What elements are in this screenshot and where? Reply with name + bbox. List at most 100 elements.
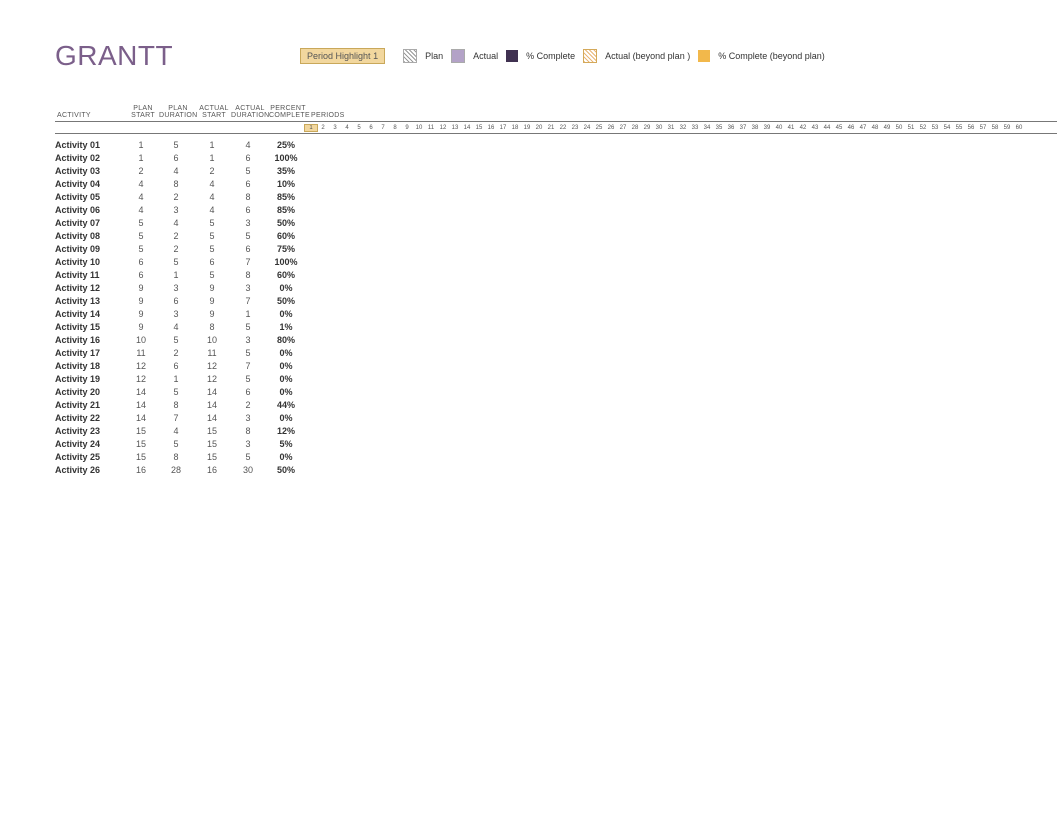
table-row: Activity 06434685% — [55, 203, 1057, 216]
periods-container: 1234567891011121314151617181920212223242… — [305, 125, 1025, 131]
table-row: Activity 2315415812% — [55, 424, 1057, 437]
plan-duration-cell: 2 — [157, 244, 195, 254]
plan-duration-cell: 5 — [157, 257, 195, 267]
period-number: 32 — [677, 125, 689, 131]
plan-duration-cell: 2 — [157, 231, 195, 241]
actual-start-cell: 9 — [195, 283, 229, 293]
plan-start-cell: 15 — [125, 439, 157, 449]
period-number: 30 — [653, 125, 665, 131]
actual-duration-cell: 7 — [229, 361, 267, 371]
period-number: 56 — [965, 125, 977, 131]
actual-start-cell: 9 — [195, 309, 229, 319]
period-number: 16 — [485, 125, 497, 131]
activity-name: Activity 08 — [55, 231, 125, 241]
col-header-actual-duration: ACTUALDURATION — [231, 105, 269, 120]
actual-duration-cell: 5 — [229, 348, 267, 358]
actual-start-cell: 14 — [195, 413, 229, 423]
period-number: 12 — [437, 125, 449, 131]
actual-start-cell: 12 — [195, 361, 229, 371]
plan-duration-cell: 4 — [157, 322, 195, 332]
table-row: Activity 2114814244% — [55, 398, 1057, 411]
actual-start-cell: 4 — [195, 192, 229, 202]
period-number: 47 — [857, 125, 869, 131]
periods-scale: 1234567891011121314151617181920212223242… — [55, 121, 1057, 134]
actual-duration-cell: 3 — [229, 218, 267, 228]
percent-complete-cell: 0% — [267, 361, 305, 371]
plan-start-cell: 9 — [125, 283, 157, 293]
period-number: 11 — [425, 125, 437, 131]
actual-duration-cell: 4 — [229, 140, 267, 150]
plan-start-cell: 4 — [125, 179, 157, 189]
table-row: Activity 241551535% — [55, 437, 1057, 450]
percent-complete-cell: 25% — [267, 140, 305, 150]
activity-name: Activity 10 — [55, 257, 125, 267]
actual-duration-cell: 3 — [229, 283, 267, 293]
table-row: Activity 11615860% — [55, 268, 1057, 281]
actual-start-cell: 15 — [195, 426, 229, 436]
col-header-actual-start: ACTUALSTART — [197, 105, 231, 120]
header: GRANTT Period Highlight 1 Plan Actual % … — [55, 40, 1057, 72]
actual-start-cell: 1 — [195, 153, 229, 163]
activity-name: Activity 11 — [55, 270, 125, 280]
actual-start-cell: 16 — [195, 465, 229, 475]
actual-start-cell: 4 — [195, 179, 229, 189]
plan-start-cell: 15 — [125, 426, 157, 436]
actual-duration-cell: 8 — [229, 426, 267, 436]
plan-duration-cell: 3 — [157, 205, 195, 215]
plan-duration-cell: 4 — [157, 218, 195, 228]
activity-name: Activity 14 — [55, 309, 125, 319]
percent-complete-cell: 0% — [267, 452, 305, 462]
activity-name: Activity 12 — [55, 283, 125, 293]
plan-start-cell: 5 — [125, 244, 157, 254]
actual-duration-cell: 7 — [229, 257, 267, 267]
activity-name: Activity 17 — [55, 348, 125, 358]
column-headers: ACTIVITY PLANSTART PLANDURATION ACTUALST… — [55, 92, 1057, 120]
percent-complete-cell: 10% — [267, 179, 305, 189]
period-number: 40 — [773, 125, 785, 131]
period-number: 21 — [545, 125, 557, 131]
table-row: Activity 171121150% — [55, 346, 1057, 359]
actual-swatch-icon — [451, 49, 465, 63]
actual-start-cell: 1 — [195, 140, 229, 150]
legend-label-plan: Plan — [425, 51, 443, 61]
table-row: Activity 09525675% — [55, 242, 1057, 255]
data-rows: Activity 01151425%Activity 021616100%Act… — [55, 138, 1057, 476]
period-number: 4 — [341, 125, 353, 131]
plan-start-cell: 14 — [125, 387, 157, 397]
period-number: 1 — [305, 125, 317, 131]
activity-name: Activity 01 — [55, 140, 125, 150]
actual-duration-cell: 5 — [229, 374, 267, 384]
period-number: 6 — [365, 125, 377, 131]
plan-start-cell: 10 — [125, 335, 157, 345]
plan-duration-cell: 8 — [157, 179, 195, 189]
plan-duration-cell: 8 — [157, 400, 195, 410]
col-header-plan-duration: PLANDURATION — [159, 105, 197, 120]
col-header-periods: PERIODS — [307, 112, 341, 120]
activity-name: Activity 23 — [55, 426, 125, 436]
col-header-percent-complete: PERCENTCOMPLETE — [269, 105, 307, 120]
percent-complete-cell: 100% — [267, 257, 305, 267]
actual-start-cell: 6 — [195, 257, 229, 267]
actual-start-cell: 10 — [195, 335, 229, 345]
activity-name: Activity 05 — [55, 192, 125, 202]
plan-start-cell: 6 — [125, 257, 157, 267]
period-number: 2 — [317, 125, 329, 131]
period-highlight-box: Period Highlight 1 — [300, 48, 385, 64]
actual-start-cell: 15 — [195, 439, 229, 449]
table-row: Activity 251581550% — [55, 450, 1057, 463]
period-number: 58 — [989, 125, 1001, 131]
period-number: 29 — [641, 125, 653, 131]
period-number: 24 — [581, 125, 593, 131]
actual-start-cell: 12 — [195, 374, 229, 384]
period-number: 60 — [1013, 125, 1025, 131]
period-number: 10 — [413, 125, 425, 131]
plan-duration-cell: 2 — [157, 348, 195, 358]
percent-complete-cell: 85% — [267, 192, 305, 202]
activity-name: Activity 19 — [55, 374, 125, 384]
table-row: Activity 201451460% — [55, 385, 1057, 398]
actual-start-cell: 8 — [195, 322, 229, 332]
table-row: Activity 1293930% — [55, 281, 1057, 294]
table-row: Activity 021616100% — [55, 151, 1057, 164]
actual-duration-cell: 8 — [229, 192, 267, 202]
period-number: 46 — [845, 125, 857, 131]
